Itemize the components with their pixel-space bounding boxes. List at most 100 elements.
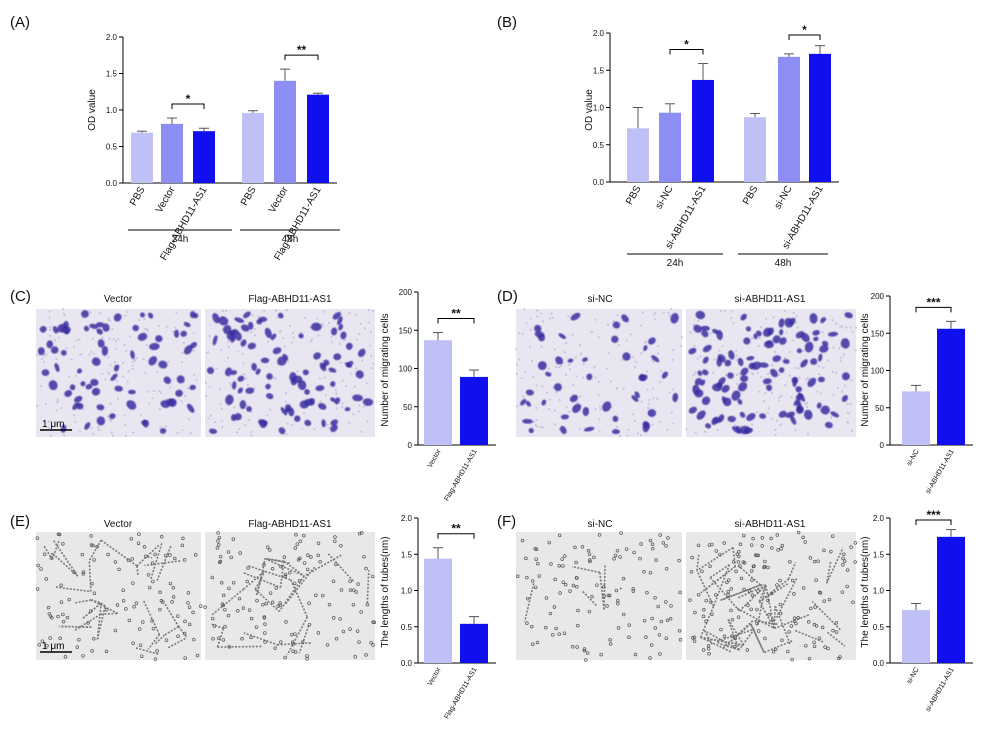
micro-e-left-cell [131, 581, 135, 585]
y-tick-label-e-2: 1.0 [401, 587, 413, 596]
micro-d-right-pore [795, 315, 798, 318]
x-tick-label-a-1: Vector [154, 184, 178, 215]
micro-c-left-pore [192, 349, 195, 352]
micro-d-left-cell [569, 394, 579, 403]
micro-d-left-pore [515, 363, 519, 366]
micro-c-right-pore [369, 344, 372, 347]
micro-d-left-cell [672, 392, 679, 403]
micro-f-right-cell [736, 559, 741, 564]
micro-e-right-cell [365, 602, 370, 607]
micro-f-right-cell [690, 555, 694, 560]
micro-c-left-pore [91, 337, 95, 340]
micro-e-right-tube [279, 561, 285, 588]
micro-e-left-cell [42, 552, 47, 557]
micro-c-left-pore [49, 326, 52, 329]
bar-b-0 [627, 128, 649, 182]
micro-e-left-cell [150, 561, 155, 565]
micro-d-left-pore [540, 345, 543, 348]
micro-c-left-cell [186, 403, 195, 413]
micro-d-left-pore [606, 323, 610, 326]
micro-c-right-pore [319, 400, 322, 403]
micro-c-right-pore [322, 310, 325, 313]
micro-f-right-cell [730, 634, 734, 638]
micro-f-right-cell [853, 560, 857, 564]
micro-c-left-pore [67, 375, 71, 378]
micro-e-left-cell [77, 637, 81, 642]
micro-d-right-pore [721, 345, 724, 348]
micro-d-right-cell [728, 350, 735, 360]
micro-d-right-cell [762, 378, 772, 385]
micro-c-right-pore [323, 376, 326, 379]
micro-f-right-tube [696, 554, 700, 571]
micro-c-right-cell [289, 372, 297, 382]
micro-d-right-pore [797, 367, 800, 370]
micro-e-left-cell [138, 643, 143, 647]
micro-c-right-cell [282, 353, 289, 361]
micro-e-right-cell [249, 616, 254, 621]
micro-f-left-tube [618, 587, 622, 591]
micro-c-right-cell [337, 316, 343, 326]
micro-f-right-cell [742, 533, 746, 538]
micro-e-right-cell [223, 607, 227, 612]
micro-d-left-cell [583, 426, 595, 432]
micro-d-left-pore [598, 405, 602, 408]
micro-f-right-cell [837, 656, 841, 661]
micro-c-left-pore [99, 311, 102, 315]
micro-f-right-cell [803, 540, 807, 544]
micro-e-left-cell [104, 649, 109, 654]
micro-c-right-pore [250, 410, 253, 414]
micro-f-right-tube [756, 585, 767, 627]
micro-c-left-pore [131, 431, 135, 434]
micro-c-left-cell [148, 356, 158, 366]
chart-e: 0.0 0.5 1.0 1.5 2.0 The lengths of tubes(nm) V… [380, 514, 496, 720]
micro-d-left-pore [615, 387, 619, 390]
micro-c-left-pore [97, 425, 100, 429]
micro-d-right-pore [831, 319, 834, 322]
micro-d-right-pore [796, 326, 799, 329]
micro-c-right-pore [352, 413, 355, 416]
micro-d-left-pore [523, 308, 526, 311]
micro-f-left-cell [644, 635, 648, 639]
micro-e-left-tube [100, 602, 106, 607]
micro-c-right-pore [335, 407, 338, 410]
micro-f-left-cell [553, 577, 557, 582]
micro-e-right-cell [236, 608, 240, 613]
micro-d-left-cell [525, 400, 531, 407]
micro-d-left-pore [607, 351, 610, 354]
micro-e-left-cell [44, 577, 49, 581]
micro-c-right-pore [286, 360, 290, 363]
micro-c-right-pore [244, 377, 248, 380]
micro-d-right-pore [692, 374, 695, 377]
micro-f-left-cell [639, 542, 643, 546]
micro-d-right-cell [746, 356, 755, 361]
micro-c-left-pore [123, 343, 126, 346]
micro-c-right-cell [277, 312, 284, 319]
micro-e-right-tube [298, 625, 310, 654]
y-axis-label-c: Number of migrating cells [380, 313, 391, 426]
micro-c-right-cell [234, 317, 245, 323]
micro-c-right-cell [321, 419, 326, 428]
micro-e-left-cell [113, 628, 118, 633]
micro-d-right-cell [793, 398, 801, 406]
micro-e-right-cell [339, 588, 344, 592]
micro-f-right-cell [807, 656, 812, 661]
micro-f-left-cell [642, 570, 646, 574]
micro-d-right-pore [845, 326, 848, 329]
micro-f-right-cell [789, 624, 794, 628]
micro-f-right-cell [796, 616, 801, 620]
micro-e-right-cell [348, 579, 352, 583]
micro-e-left-cell [126, 558, 131, 563]
micro-d-right-pore [819, 392, 823, 395]
micro-d-right-cell [696, 410, 706, 420]
micro-d-right-pore [767, 407, 771, 410]
micro-d-left-pore [568, 410, 571, 413]
micro-c-left-pore [78, 430, 82, 433]
micro-f-right-cell [788, 559, 792, 564]
micro-f-left-cell [588, 559, 592, 564]
micro-f-right-cell [814, 578, 818, 582]
sig-label-b-1: * [802, 23, 807, 37]
micro-c-left-cell [189, 341, 197, 349]
bar-a-0 [131, 132, 153, 183]
sig-bracket-f-0 [915, 519, 952, 525]
bar-f-0 [902, 610, 930, 663]
